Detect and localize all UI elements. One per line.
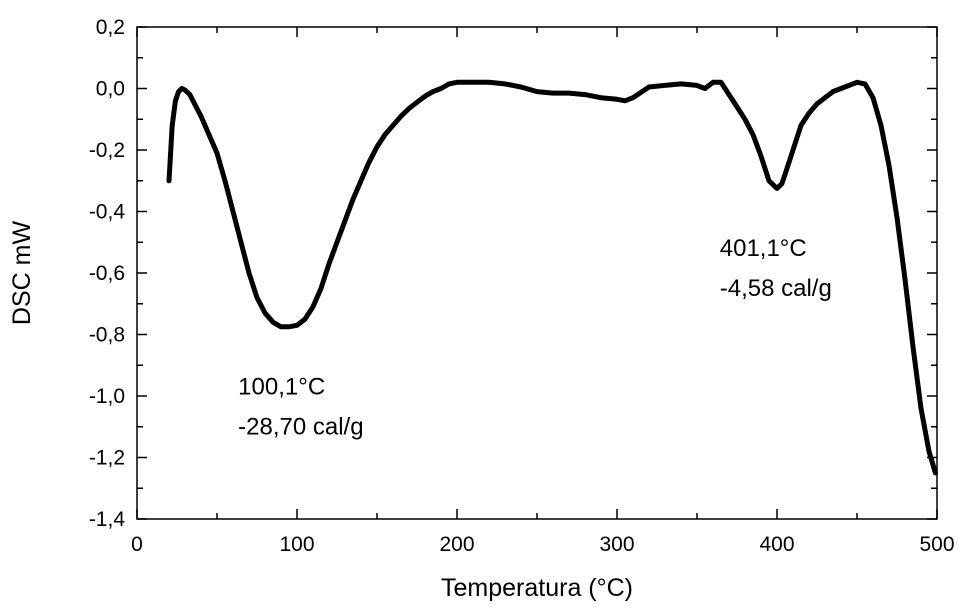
peak-annotation: 100,1°C -28,70 cal/g — [238, 374, 363, 441]
peak-enthalpy-label: -28,70 cal/g — [238, 414, 363, 441]
y-tick-label: 0,0 — [96, 78, 125, 101]
dsc-curve — [166, 79, 938, 476]
series-layer — [166, 79, 938, 476]
y-tick-label: 0,2 — [96, 16, 125, 39]
y-tick-label: -1,4 — [89, 508, 126, 531]
y-tick-label: -0,2 — [89, 139, 125, 162]
x-tick-label: 500 — [919, 533, 954, 556]
y-tick-label: -1,0 — [89, 385, 125, 408]
x-tick-label: 0 — [131, 533, 143, 556]
x-tick-label: 200 — [439, 533, 474, 556]
annotations: 100,1°C -28,70 cal/g 401,1°C -4,58 cal/g — [238, 235, 832, 440]
y-tick-label: -0,4 — [89, 201, 126, 224]
x-axis-title: Temperatura (°C) — [441, 574, 633, 602]
plot-frame — [136, 26, 938, 520]
peak-temperature-label: 100,1°C — [238, 374, 325, 401]
y-tick-label: -0,6 — [89, 262, 125, 285]
y-tick-label: -1,2 — [89, 447, 125, 470]
x-tick-label: 400 — [759, 533, 794, 556]
peak-enthalpy-label: -4,58 cal/g — [720, 275, 832, 302]
peak-annotation: 401,1°C -4,58 cal/g — [720, 235, 832, 302]
axis-tick-labels: 0 100 200 300 400 500 -1,4 -1,2 -1,0 -0,8 -0,6 -0,4… — [89, 16, 955, 556]
y-tick-label: -0,8 — [89, 324, 125, 347]
x-tick-label: 100 — [279, 533, 314, 556]
peak-temperature-label: 401,1°C — [720, 235, 807, 262]
x-tick-label: 300 — [599, 533, 634, 556]
y-axis-title: DSC mW — [8, 221, 36, 326]
